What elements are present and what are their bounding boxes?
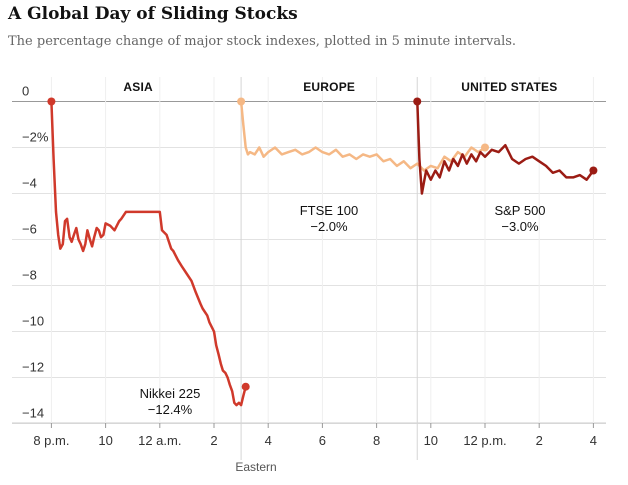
series-line	[50, 100, 247, 407]
x-tick-label: 10	[424, 433, 438, 448]
region-label: ASIA	[123, 80, 153, 94]
x-tick-label: 10	[98, 433, 112, 448]
series-start-point	[237, 97, 246, 106]
chart-subtitle: The percentage change of major stock ind…	[8, 34, 517, 49]
series-value-label: −12.4%	[148, 402, 193, 417]
region-label: UNITED STATES	[461, 80, 557, 94]
chart-title: A Global Day of Sliding Stocks	[8, 4, 298, 24]
series-end-point	[481, 143, 489, 152]
x-tick-label: 4	[265, 433, 272, 448]
series-end-point	[241, 382, 250, 391]
y-tick-label: −14	[22, 406, 44, 421]
series-start-point	[47, 97, 56, 106]
series-line	[239, 100, 487, 172]
series-value-label: −3.0%	[501, 219, 539, 234]
series-line	[416, 100, 595, 195]
region-label: EUROPE	[303, 80, 355, 94]
x-tick-label: 12 p.m.	[463, 433, 506, 448]
grid-lines	[12, 77, 606, 424]
series-lines	[47, 97, 598, 407]
x-tick-label: 2	[210, 433, 217, 448]
series-value-label: −2.0%	[310, 219, 348, 234]
y-tick-label: −10	[22, 314, 44, 329]
series-end-point	[589, 166, 598, 175]
y-tick-label: −12	[22, 360, 44, 375]
series-name-label: S&P 500	[494, 203, 545, 218]
series-name-label: FTSE 100	[300, 203, 359, 218]
y-tick-label: −6	[22, 222, 37, 237]
x-tick-label: 8	[373, 433, 380, 448]
series-name-label: Nikkei 225	[140, 386, 201, 401]
x-tick-label: 12 a.m.	[138, 433, 181, 448]
series-labels: Nikkei 225−12.4% FTSE 100−2.0% S&P 500−3.0…	[140, 203, 546, 417]
region-dividers: ASIA EUROPE UNITED STATES	[123, 77, 557, 460]
y-tick-label: 0	[22, 84, 29, 99]
x-tick-label: 6	[319, 433, 326, 448]
y-tick-label: −8	[22, 268, 37, 283]
x-axis-label: Eastern	[235, 460, 276, 474]
axis-ticks: 0 −2% −4 −6 −8 −10 −12 −14 8 p.m. 10 12 a.m. 2 4 6 8 10…	[22, 84, 597, 475]
y-tick-label: −2%	[22, 130, 49, 145]
y-tick-label: −4	[22, 176, 37, 191]
x-tick-label: 8 p.m.	[33, 433, 69, 448]
series-start-point	[413, 97, 422, 106]
x-tick-label: 4	[590, 433, 597, 448]
x-tick-label: 2	[536, 433, 543, 448]
